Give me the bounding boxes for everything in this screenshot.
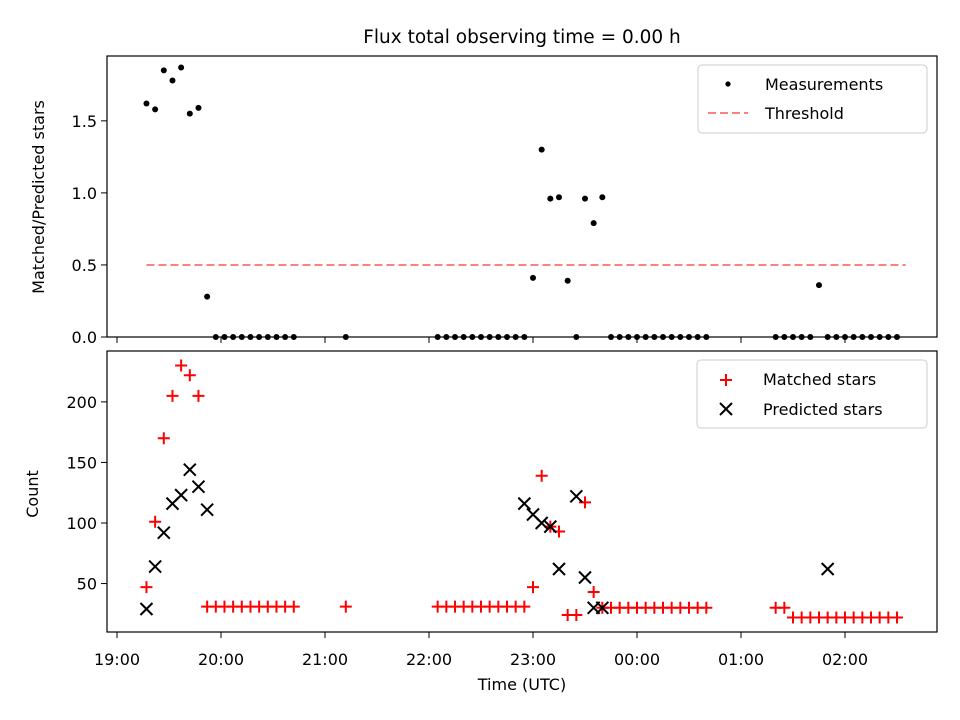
predicted-star-point: [552, 562, 566, 576]
y-tick-label: 0.5: [72, 256, 97, 275]
predicted-star-point: [191, 479, 206, 494]
matched-star-point: [287, 600, 300, 613]
x-axis-label: Time (UTC): [477, 675, 566, 694]
legend-measurements-marker: [725, 81, 731, 87]
y-tick-label: 100: [66, 514, 97, 533]
measurement-point: [530, 274, 536, 281]
measurement-point: [152, 106, 159, 113]
matched-star-point: [175, 359, 188, 372]
top-panel: 0.0 0.5 1.0 1.5 Matched/Predicted stars Mea…: [29, 55, 938, 347]
measurement-point: [538, 146, 545, 153]
x-tick-label: 00:00: [614, 650, 660, 669]
x-tick-label: 01:00: [718, 650, 764, 669]
y-tick-label: 50: [77, 575, 97, 594]
bottom-plot-marks: [139, 359, 903, 624]
matched-star-point: [339, 600, 352, 613]
legend-matched-marker: [720, 374, 732, 386]
measurement-point: [816, 282, 822, 289]
top-plot-marks: [143, 64, 906, 340]
x-tick-label: 22:00: [406, 650, 452, 669]
predicted-star-point: [569, 489, 584, 504]
predicted-star-point: [148, 559, 162, 574]
matched-star-point: [140, 581, 153, 594]
top-y-axis-label: Matched/Predicted stars: [29, 100, 48, 294]
legend-threshold-label: Threshold: [764, 104, 844, 123]
measurement-point: [582, 195, 588, 202]
top-legend-box: [697, 64, 928, 134]
bottom-x-ticks: 19:00 20:00 21:00 22:00 23:00 00:00 01:00 02:00: [94, 632, 868, 669]
top-axes-frame: [106, 55, 938, 338]
predicted-star-point: [595, 601, 610, 615]
bottom-legend-box: [696, 359, 928, 429]
x-tick-label: 23:00: [510, 650, 556, 669]
predicted-star-point: [820, 562, 835, 576]
predicted-star-point: [578, 570, 592, 585]
legend-predicted-marker: [719, 402, 733, 416]
y-tick-label: 0.0: [72, 328, 97, 347]
y-tick-label: 150: [66, 453, 97, 472]
measurement-point: [204, 293, 211, 300]
matched-star-point: [535, 469, 548, 482]
measurement-point: [564, 277, 571, 284]
measurement-point: [160, 67, 167, 74]
matched-star-point: [527, 581, 539, 594]
y-tick-label: 1.5: [72, 112, 97, 131]
bottom-y-axis-label: Count: [23, 470, 42, 518]
x-tick-label: 19:00: [94, 650, 140, 669]
predicted-star-point: [534, 516, 549, 530]
x-tick-label: 02:00: [822, 650, 868, 669]
y-tick-label: 200: [66, 393, 97, 412]
measurement-point: [186, 110, 193, 117]
matched-star-point: [579, 496, 591, 509]
top-y-ticks: 0.0 0.5 1.0 1.5: [72, 112, 107, 347]
matched-star-point: [778, 601, 791, 614]
chart-title: Flux total observing time = 0.00 h: [363, 27, 681, 48]
predicted-star-point: [517, 496, 532, 511]
bottom-legend: Matched stars Predicted stars: [696, 359, 928, 429]
top-legend: Measurements Threshold: [697, 64, 928, 134]
predicted-star-point: [139, 602, 154, 616]
matched-star-point: [183, 369, 196, 382]
legend-predicted-label: Predicted stars: [763, 400, 883, 419]
bottom-axes-frame: [106, 350, 938, 633]
measurement-point: [178, 64, 185, 71]
predicted-star-point: [543, 519, 558, 534]
matched-star-point: [700, 601, 713, 614]
predicted-star-point: [174, 488, 188, 502]
legend-measurements-label: Measurements: [765, 75, 883, 94]
matched-star-point: [570, 609, 583, 622]
x-tick-label: 21:00: [302, 650, 348, 669]
matched-star-point: [149, 515, 162, 528]
measurement-point: [599, 194, 606, 201]
legend-matched-label: Matched stars: [763, 370, 876, 389]
measurement-point: [169, 77, 176, 84]
y-tick-label: 1.0: [72, 184, 97, 203]
predicted-star-point: [183, 462, 197, 477]
bottom-panel: 50 100 150 200 19:00 20:00 21:00 22:00 23:00 00:…: [23, 350, 938, 694]
matched-star-point: [166, 389, 179, 402]
predicted-star-point: [157, 525, 171, 540]
matched-star-point: [192, 389, 205, 402]
bottom-y-ticks: 50 100 150 200: [66, 393, 107, 594]
matched-star-point: [891, 611, 903, 624]
matched-star-point: [587, 586, 600, 599]
measurement-point: [195, 104, 202, 111]
matched-star-point: [518, 600, 531, 613]
measurement-point: [547, 195, 554, 202]
measurement-point: [556, 194, 562, 201]
x-tick-label: 20:00: [198, 650, 244, 669]
measurement-point: [590, 220, 597, 227]
predicted-star-point: [200, 502, 214, 517]
measurement-point: [143, 100, 150, 107]
matched-star-point: [157, 432, 170, 445]
top-x-ticks: [116, 337, 846, 343]
